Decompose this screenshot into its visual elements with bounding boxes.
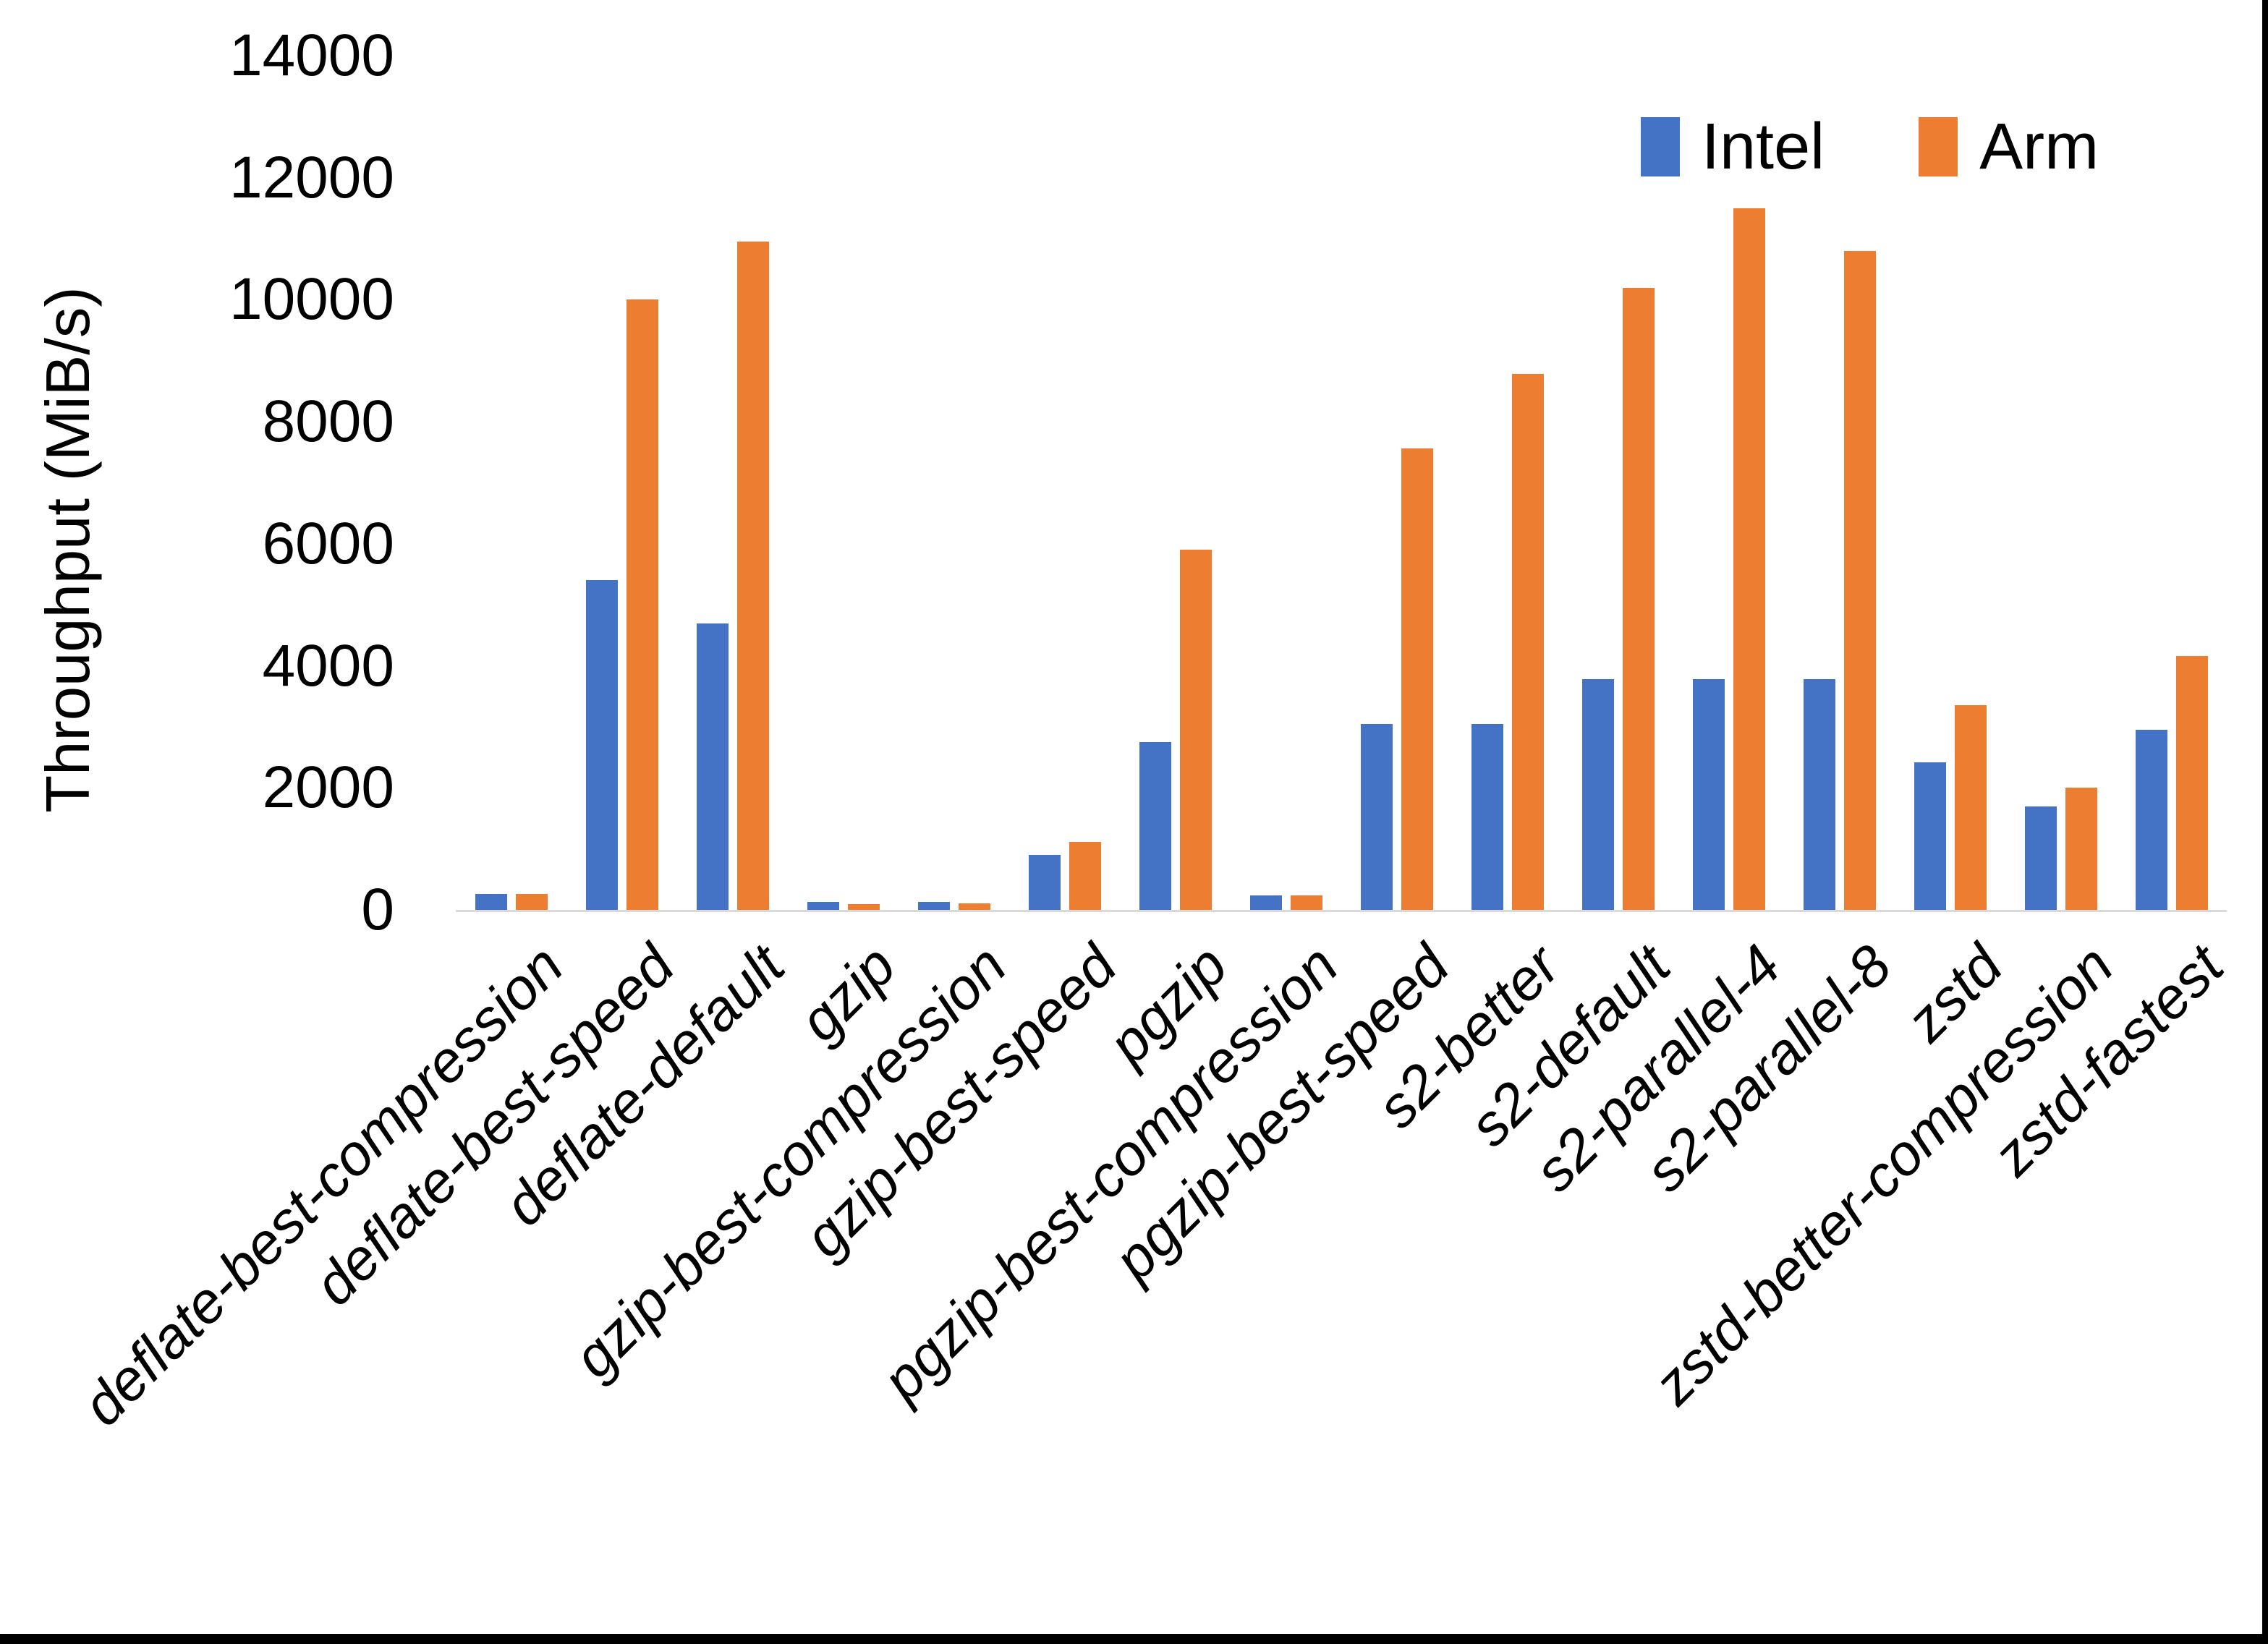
- legend: Intel Arm: [1641, 114, 2099, 179]
- bar-arm-zstd: [1954, 705, 1987, 910]
- bar-intel-zstd: [1914, 762, 1946, 910]
- legend-label-intel: Intel: [1702, 111, 1825, 183]
- right-border: [2262, 0, 2268, 1644]
- bar-intel-pgzip-best-speed: [1360, 724, 1393, 910]
- bar-arm-deflate-best-compression: [515, 894, 548, 910]
- bar-arm-s2-better: [1511, 374, 1544, 910]
- x-axis-line: [456, 910, 2227, 912]
- bar-intel-pgzip: [1139, 742, 1171, 910]
- bar-arm-s2-parallel-4: [1733, 208, 1765, 910]
- bar-intel-pgzip-best-compression: [1249, 895, 1282, 910]
- bar-arm-deflate-default: [736, 242, 769, 910]
- bar-arm-pgzip: [1179, 550, 1212, 910]
- y-tick-6000: 6000: [262, 510, 394, 576]
- bar-intel-gzip-best-compression: [917, 902, 950, 910]
- y-tick-14000: 14000: [229, 22, 394, 88]
- bar-intel-deflate-best-speed: [585, 580, 618, 910]
- bar-arm-deflate-best-speed: [626, 299, 658, 910]
- bar-arm-pgzip-best-compression: [1290, 895, 1322, 910]
- bar-intel-gzip: [807, 902, 839, 910]
- bar-intel-s2-better: [1471, 724, 1503, 910]
- y-tick-0: 0: [361, 877, 394, 942]
- legend-label-arm: Arm: [1979, 111, 2099, 183]
- bar-arm-gzip-best-compression: [958, 903, 990, 910]
- legend-item-intel: Intel: [1641, 114, 1825, 179]
- y-tick-2000: 2000: [262, 754, 394, 821]
- bar-intel-zstd-better-compression: [2024, 806, 2057, 910]
- bar-arm-s2-parallel-8: [1843, 251, 1876, 910]
- bar-intel-gzip-best-speed: [1028, 855, 1061, 910]
- y-axis-title: Throughput (MiB/s): [34, 286, 103, 813]
- arm-series-swatch: [1919, 117, 1958, 176]
- y-tick-8000: 8000: [262, 388, 394, 455]
- bar-intel-deflate-best-compression: [475, 894, 507, 910]
- bar-intel-zstd-fastest: [2135, 730, 2167, 910]
- bar-intel-s2-parallel-4: [1692, 679, 1725, 910]
- y-tick-4000: 4000: [262, 632, 394, 699]
- y-tick-12000: 12000: [229, 144, 394, 210]
- bottom-border: [0, 1634, 2268, 1644]
- legend-item-arm: Arm: [1919, 114, 2099, 179]
- bar-intel-deflate-default: [696, 623, 729, 910]
- bar-arm-gzip: [847, 904, 880, 910]
- bar-arm-zstd-fastest: [2175, 656, 2208, 910]
- bar-intel-s2-default: [1581, 679, 1614, 910]
- bar-intel-s2-parallel-8: [1803, 679, 1835, 910]
- bar-arm-gzip-best-speed: [1069, 842, 1101, 910]
- bar-arm-pgzip-best-speed: [1401, 448, 1433, 910]
- bar-arm-zstd-better-compression: [2065, 788, 2097, 910]
- y-tick-10000: 10000: [229, 266, 394, 333]
- intel-series-swatch: [1641, 117, 1680, 176]
- bar-arm-s2-default: [1622, 288, 1655, 910]
